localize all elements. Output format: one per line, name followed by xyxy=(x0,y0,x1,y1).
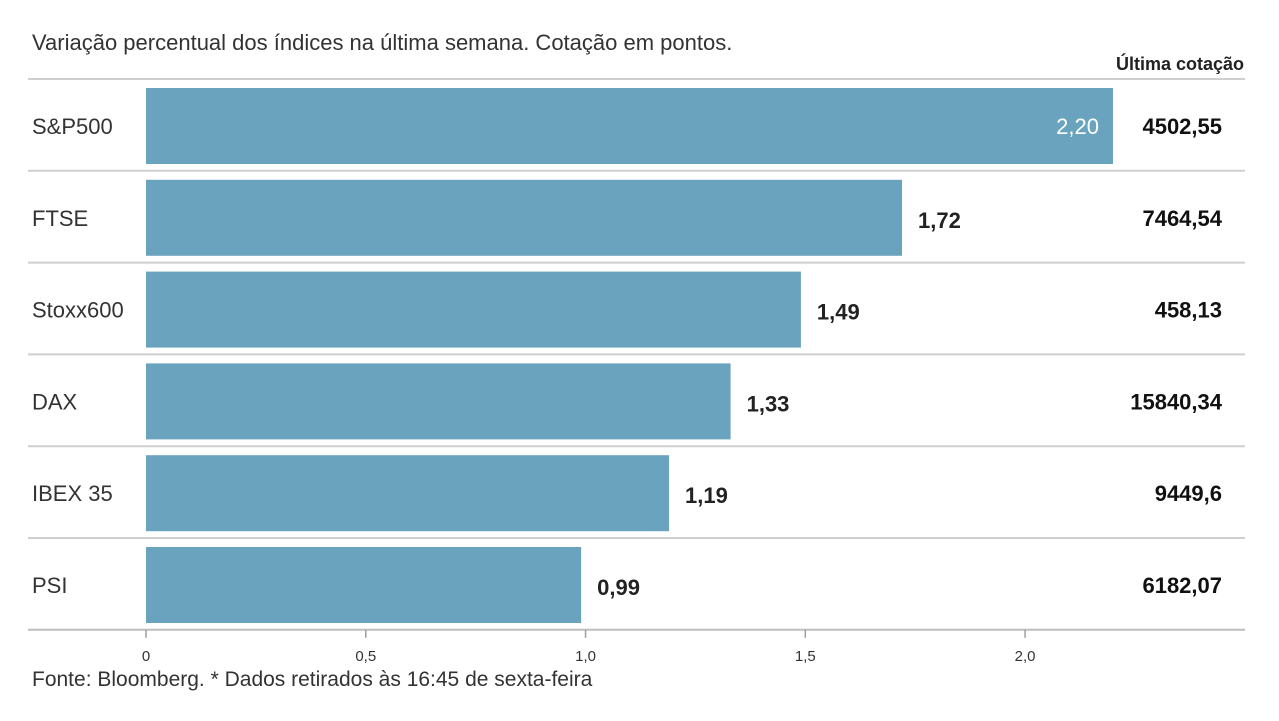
x-tick-label: 0 xyxy=(142,648,150,665)
x-tick-label: 1,0 xyxy=(575,648,596,665)
x-tick-label: 1,5 xyxy=(795,648,816,665)
source-note: Fonte: Bloomberg. * Dados retirados às 1… xyxy=(32,668,593,691)
last-quote-value: 6182,07 xyxy=(1142,573,1222,598)
data-label: 1,72 xyxy=(918,208,961,233)
category-label: IBEX 35 xyxy=(32,481,113,506)
category-label: FTSE xyxy=(32,206,88,231)
category-label: Stoxx600 xyxy=(32,298,124,323)
data-label: 1,49 xyxy=(817,300,860,325)
category-label: S&P500 xyxy=(32,114,113,139)
bar xyxy=(146,88,1113,164)
last-quote-value: 4502,55 xyxy=(1142,114,1222,139)
bar xyxy=(146,547,582,623)
last-quote-value: 7464,54 xyxy=(1142,206,1222,231)
data-label: 2,20 xyxy=(1056,114,1099,139)
last-quote-value: 9449,6 xyxy=(1155,481,1222,506)
bar xyxy=(146,271,801,348)
data-label: 1,33 xyxy=(747,391,790,416)
bar xyxy=(146,455,670,532)
last-quote-header: Última cotação xyxy=(1115,54,1244,74)
category-label: DAX xyxy=(32,389,78,414)
chart-subtitle: Variação percentual dos índices na últim… xyxy=(32,30,733,55)
bar xyxy=(146,179,903,256)
bar xyxy=(146,363,731,440)
x-tick-label: 0,5 xyxy=(355,648,376,665)
data-label: 0,99 xyxy=(597,575,640,600)
x-tick-label: 2,0 xyxy=(1015,648,1036,665)
data-label: 1,19 xyxy=(685,483,728,508)
category-label: PSI xyxy=(32,573,67,598)
last-quote-value: 458,13 xyxy=(1155,298,1222,323)
last-quote-value: 15840,34 xyxy=(1130,389,1223,414)
